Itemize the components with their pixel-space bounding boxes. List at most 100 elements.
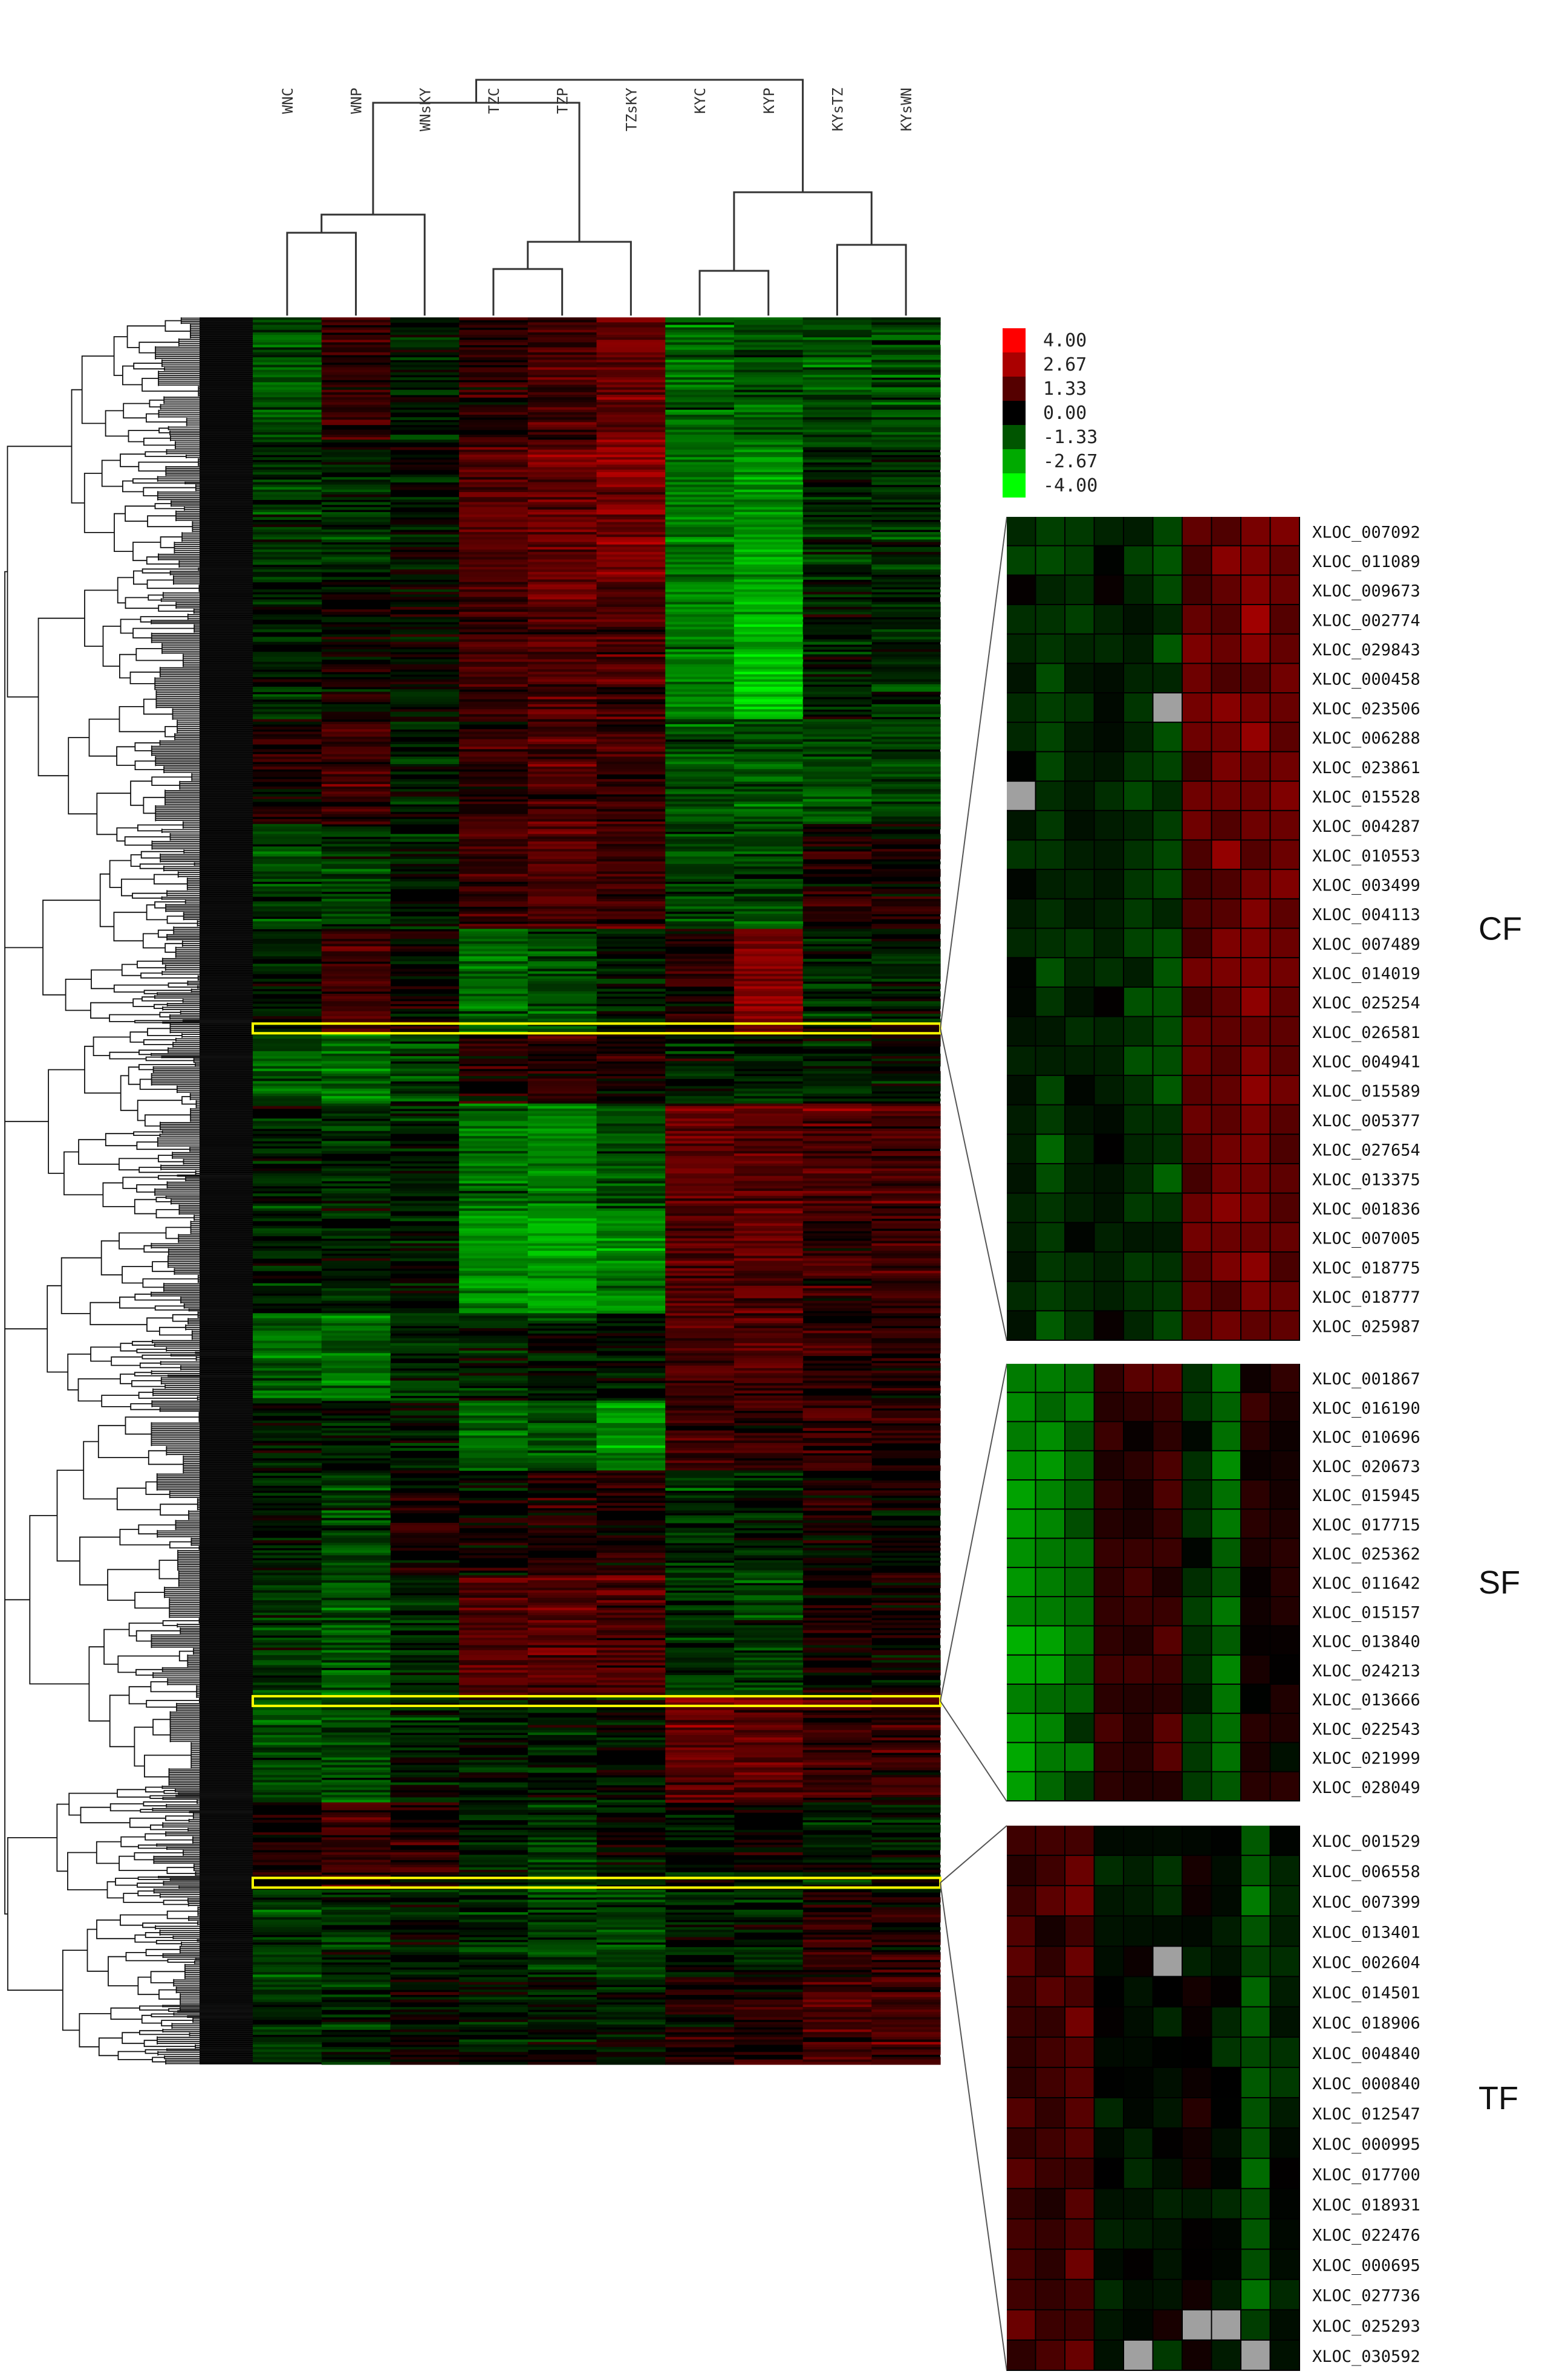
heatmap-cell <box>527 694 597 698</box>
heatmap-cell <box>871 1418 941 1421</box>
heatmap-cell <box>733 1343 804 1346</box>
heatmap-cell <box>665 1408 735 1411</box>
heatmap-cell <box>596 487 666 490</box>
heatmap-cell <box>527 1325 597 1329</box>
heatmap-cell <box>665 1271 735 1274</box>
heatmap-cell <box>596 939 666 942</box>
heatmap-cell <box>321 1331 391 1334</box>
heatmap-cell <box>596 951 666 955</box>
heatmap-cell <box>527 469 597 473</box>
heatmap-cell <box>321 1532 391 1536</box>
heatmap-cell <box>596 342 666 346</box>
heatmap-cell <box>527 657 597 660</box>
heatmap-cell <box>527 1143 597 1147</box>
heatmap-cell <box>321 1325 391 1329</box>
heatmap-cell <box>665 457 735 460</box>
heatmap-cell <box>871 1001 941 1004</box>
heatmap-cell <box>321 1640 391 1643</box>
heatmap-cell <box>527 1687 597 1691</box>
heatmap-cell <box>390 320 460 323</box>
heatmap-cell <box>802 968 872 972</box>
heatmap-cell <box>321 1577 391 1581</box>
heatmap-cell <box>321 1523 391 1526</box>
heatmap-cell <box>871 1625 941 1629</box>
heatmap-cell <box>871 482 941 485</box>
heatmap-cell <box>390 347 460 351</box>
heatmap-cell <box>871 439 941 443</box>
heatmap-cell <box>459 1013 529 1017</box>
heatmap-cell <box>733 532 804 535</box>
heatmap-cell <box>253 429 322 433</box>
heatmap-cell <box>871 1732 941 1736</box>
heatmap-cell <box>596 1238 666 1242</box>
heatmap-cell <box>733 1059 804 1062</box>
heatmap-cell <box>390 1625 460 1629</box>
heatmap-cell <box>390 1288 460 1291</box>
heatmap-cell <box>321 1483 391 1486</box>
heatmap-cell <box>321 731 391 735</box>
heatmap-cell <box>665 1623 735 1626</box>
heatmap-cell <box>733 1345 804 1349</box>
heatmap-cell <box>390 1572 460 1576</box>
heatmap-cell <box>527 999 597 1002</box>
heatmap-cell <box>321 477 391 480</box>
heatmap-cell <box>459 1146 529 1149</box>
heatmap-cell <box>596 1331 666 1334</box>
heatmap-cell <box>253 924 322 927</box>
heatmap-cell <box>390 512 460 515</box>
heatmap-cell <box>459 731 529 735</box>
heatmap-cell <box>871 524 941 528</box>
heatmap-cell <box>596 1583 666 1586</box>
heatmap-cell <box>665 562 735 565</box>
heatmap-cell <box>390 1146 460 1149</box>
heatmap-cell <box>596 1635 666 1638</box>
heatmap-cell <box>253 1380 322 1384</box>
heatmap-cell <box>733 1193 804 1196</box>
heatmap-cell <box>253 1560 322 1563</box>
heatmap-cell <box>459 566 529 570</box>
heatmap-cell <box>871 1026 941 1029</box>
heatmap-cell <box>253 1505 322 1508</box>
heatmap-cell <box>390 639 460 643</box>
heatmap-cell <box>596 1453 666 1456</box>
heatmap-cell <box>871 1181 941 1184</box>
heatmap-cell <box>459 741 529 745</box>
heatmap-cell <box>665 869 735 872</box>
column-label: WNP <box>348 88 365 114</box>
heatmap-cell <box>596 1687 666 1691</box>
heatmap-cell <box>665 856 735 860</box>
heatmap-cell <box>459 1148 529 1152</box>
heatmap-cell <box>665 412 735 415</box>
heatmap-cell <box>527 878 597 882</box>
heatmap-cell <box>321 1213 391 1216</box>
heatmap-cell <box>321 933 391 937</box>
heatmap-cell <box>459 1675 529 1678</box>
heatmap-cell <box>596 1440 666 1444</box>
heatmap-cell <box>390 1735 460 1738</box>
heatmap-cell <box>596 1438 666 1441</box>
heatmap-cell <box>253 731 322 735</box>
heatmap-cell <box>733 652 804 655</box>
heatmap-cell <box>253 979 322 982</box>
heatmap-cell <box>527 464 597 468</box>
heatmap-cell <box>733 1093 804 1097</box>
heatmap-cell <box>390 1523 460 1526</box>
heatmap-cell <box>321 1048 391 1052</box>
heatmap-cell <box>253 492 322 495</box>
heatmap-cell <box>459 1153 529 1156</box>
heatmap-cell <box>390 357 460 360</box>
heatmap-cell <box>871 1440 941 1444</box>
heatmap-cell <box>596 1585 666 1589</box>
heatmap-cell <box>596 374 666 378</box>
heatmap-cell <box>871 687 941 690</box>
heatmap-cell <box>459 1468 529 1471</box>
heatmap-cell <box>321 374 391 378</box>
heatmap-cell <box>321 1320 391 1324</box>
heatmap-cell <box>527 1585 597 1589</box>
heatmap-cell <box>253 1765 322 1768</box>
heatmap-cell <box>665 754 735 757</box>
heatmap-cell <box>527 971 597 974</box>
heatmap-cell <box>321 1530 391 1534</box>
heatmap-cell <box>733 771 804 775</box>
heatmap-cell <box>596 1028 666 1032</box>
